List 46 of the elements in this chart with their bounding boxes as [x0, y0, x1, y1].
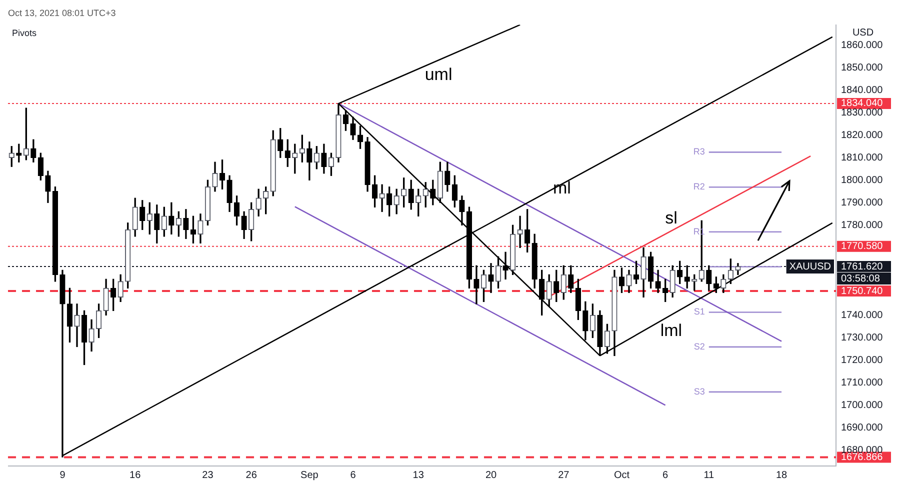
x-tick-label: 23 [202, 470, 214, 481]
y-tick-label: 1800.000 [841, 174, 884, 186]
y-tick-label: 1860.000 [841, 40, 884, 51]
x-tick-label: 6 [350, 470, 356, 481]
y-tick-label: 1820.000 [841, 130, 884, 141]
series-label: S3 [694, 386, 705, 396]
series-label: R2 [693, 182, 705, 192]
x-tick-label: 6 [662, 470, 669, 481]
annotation: ml [552, 178, 571, 198]
ref-line-label: 1750.740 [841, 286, 884, 297]
text: 03:58:08 [841, 273, 880, 284]
y-tick-label: 1850.000 [841, 62, 884, 74]
y-tick-label: 1730.000 [841, 332, 884, 344]
y-tick-label: 1740.000 [841, 310, 884, 321]
series-label: R3 [693, 146, 705, 157]
annotation: XAUUSD [789, 261, 832, 272]
annotation: Pivots [12, 28, 38, 38]
y-tick-label: 1690.000 [841, 422, 884, 434]
x-tick-label: 13 [412, 470, 424, 481]
ref-line-label: 1834.040 [841, 98, 884, 110]
ref-line-label: 1770.580 [841, 241, 884, 252]
x-tick-label: Oct [614, 470, 630, 481]
y-tick-label: 1700.000 [841, 400, 884, 411]
series-label: S1 [694, 306, 705, 317]
ref-line-label: 1761.620 [841, 261, 884, 272]
x-tick-label: 16 [130, 470, 142, 481]
series-label: S2 [694, 341, 705, 352]
y-tick-label: 1780.000 [841, 220, 884, 231]
x-tick-label: 18 [776, 470, 788, 481]
annotation: uml [424, 65, 452, 84]
chart-title: Oct 13, 2021 08:01 UTC+3 [8, 8, 116, 18]
y-tick-label: 1710.000 [841, 377, 884, 388]
x-tick-label: 11 [704, 470, 715, 481]
y-tick-label: 1790.000 [841, 197, 884, 208]
y-tick-label: 1810.000 [841, 152, 884, 164]
y-tick-label: 1840.000 [841, 84, 884, 96]
annotation: sl [665, 208, 678, 228]
annotation: lml [660, 321, 682, 340]
x-tick-label: 26 [246, 470, 258, 481]
y-axis-title: USD [852, 28, 874, 39]
x-tick-label: 9 [60, 470, 66, 481]
x-tick-label: Sep [300, 470, 319, 481]
x-tick-label: 27 [558, 470, 570, 481]
x-tick-label: 20 [485, 470, 497, 481]
y-tick-label: 1720.000 [841, 354, 884, 366]
y-tick-label: 1830.000 [841, 107, 884, 118]
